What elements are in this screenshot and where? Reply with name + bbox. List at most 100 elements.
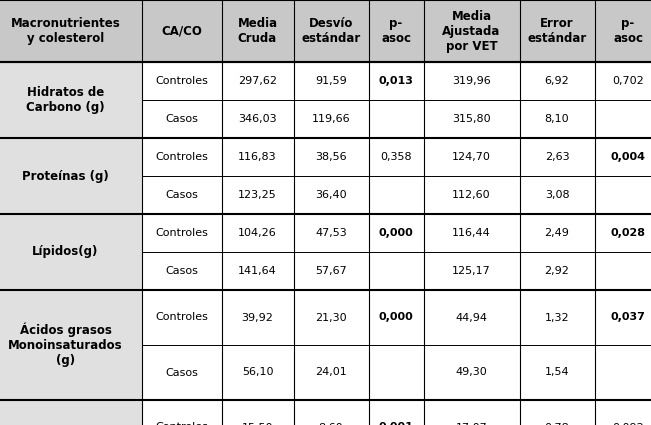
Text: 24,01: 24,01 — [315, 368, 347, 377]
Text: Proteínas (g): Proteínas (g) — [22, 170, 109, 182]
Text: 57,67: 57,67 — [315, 266, 347, 276]
Bar — [0, 214, 141, 290]
Text: 91,59: 91,59 — [315, 76, 347, 86]
Text: 0,028: 0,028 — [611, 228, 646, 238]
Text: 0,037: 0,037 — [611, 312, 645, 323]
Text: 116,83: 116,83 — [238, 152, 277, 162]
Text: 39,92: 39,92 — [242, 312, 273, 323]
Text: 0,000: 0,000 — [379, 228, 413, 238]
Bar — [221, 62, 294, 138]
Text: 15,50: 15,50 — [242, 422, 273, 425]
Bar — [368, 138, 424, 214]
Text: Controles: Controles — [155, 312, 208, 323]
Text: Ácidos grasos
Monoinsaturados
(g): Ácidos grasos Monoinsaturados (g) — [8, 323, 123, 367]
Bar — [0, 138, 141, 214]
Text: 0,001: 0,001 — [379, 422, 413, 425]
Bar — [594, 214, 651, 290]
Bar — [594, 138, 651, 214]
Text: 0,358: 0,358 — [380, 152, 412, 162]
Text: 125,17: 125,17 — [452, 266, 491, 276]
Bar — [368, 400, 424, 425]
Bar — [519, 138, 594, 214]
Bar — [0, 0, 651, 62]
Text: 315,80: 315,80 — [452, 114, 491, 124]
Text: 141,64: 141,64 — [238, 266, 277, 276]
Text: Hidratos de
Carbono (g): Hidratos de Carbono (g) — [26, 86, 105, 114]
Text: Casos: Casos — [165, 190, 198, 200]
Bar — [294, 290, 368, 400]
Bar — [519, 62, 594, 138]
Bar — [221, 214, 294, 290]
Bar — [0, 290, 141, 400]
Bar — [141, 138, 221, 214]
Bar — [221, 138, 294, 214]
Text: p-
asoc: p- asoc — [381, 17, 411, 45]
Text: Controles: Controles — [155, 76, 208, 86]
Bar — [424, 214, 519, 290]
Bar — [519, 400, 594, 425]
Text: 38,56: 38,56 — [315, 152, 347, 162]
Bar — [368, 214, 424, 290]
Text: 1,54: 1,54 — [545, 368, 570, 377]
Text: 2,49: 2,49 — [545, 228, 570, 238]
Bar — [424, 290, 519, 400]
Bar — [294, 214, 368, 290]
Text: 119,66: 119,66 — [312, 114, 350, 124]
Bar — [141, 290, 221, 400]
Bar — [221, 290, 294, 400]
Bar — [424, 400, 519, 425]
Text: 2,92: 2,92 — [545, 266, 570, 276]
Text: 346,03: 346,03 — [238, 114, 277, 124]
Text: 47,53: 47,53 — [315, 228, 347, 238]
Text: Error
estándar: Error estándar — [527, 17, 587, 45]
Text: Controles: Controles — [155, 228, 208, 238]
Text: 0,092: 0,092 — [612, 422, 644, 425]
Bar — [368, 62, 424, 138]
Text: 56,10: 56,10 — [242, 368, 273, 377]
Text: Controles: Controles — [155, 422, 208, 425]
Bar — [294, 400, 368, 425]
Text: 21,30: 21,30 — [315, 312, 347, 323]
Bar — [141, 214, 221, 290]
Text: 6,92: 6,92 — [545, 76, 570, 86]
Bar — [221, 400, 294, 425]
Bar — [294, 138, 368, 214]
Text: Casos: Casos — [165, 114, 198, 124]
Bar — [519, 290, 594, 400]
Text: Casos: Casos — [165, 368, 198, 377]
Bar — [594, 62, 651, 138]
Text: 297,62: 297,62 — [238, 76, 277, 86]
Text: 319,96: 319,96 — [452, 76, 491, 86]
Text: 104,26: 104,26 — [238, 228, 277, 238]
Text: Lípidos(g): Lípidos(g) — [33, 246, 99, 258]
Text: CA/CO: CA/CO — [161, 25, 202, 37]
Text: 49,30: 49,30 — [456, 368, 488, 377]
Text: 116,44: 116,44 — [452, 228, 491, 238]
Text: 0,702: 0,702 — [612, 76, 644, 86]
Text: Media
Ajustada
por VET: Media Ajustada por VET — [442, 9, 501, 53]
Bar — [424, 138, 519, 214]
Bar — [424, 62, 519, 138]
Text: 112,60: 112,60 — [452, 190, 491, 200]
Text: Controles: Controles — [155, 152, 208, 162]
Text: 0,013: 0,013 — [379, 76, 413, 86]
Text: Desvío
estándar: Desvío estándar — [301, 17, 361, 45]
Text: 3,08: 3,08 — [545, 190, 570, 200]
Text: 8,60: 8,60 — [319, 422, 343, 425]
Text: 8,10: 8,10 — [545, 114, 570, 124]
Bar — [141, 400, 221, 425]
Bar — [0, 62, 141, 138]
Bar — [594, 400, 651, 425]
Bar — [594, 290, 651, 400]
Text: 124,70: 124,70 — [452, 152, 491, 162]
Text: 44,94: 44,94 — [456, 312, 488, 323]
Text: 17,07: 17,07 — [456, 422, 488, 425]
Bar — [519, 214, 594, 290]
Text: Media
Cruda: Media Cruda — [238, 17, 277, 45]
Text: 0,004: 0,004 — [611, 152, 646, 162]
Text: Macronutrientes
y colesterol: Macronutrientes y colesterol — [10, 17, 120, 45]
Text: 36,40: 36,40 — [315, 190, 347, 200]
Text: 2,63: 2,63 — [545, 152, 570, 162]
Bar — [294, 62, 368, 138]
Text: 0,78: 0,78 — [545, 422, 570, 425]
